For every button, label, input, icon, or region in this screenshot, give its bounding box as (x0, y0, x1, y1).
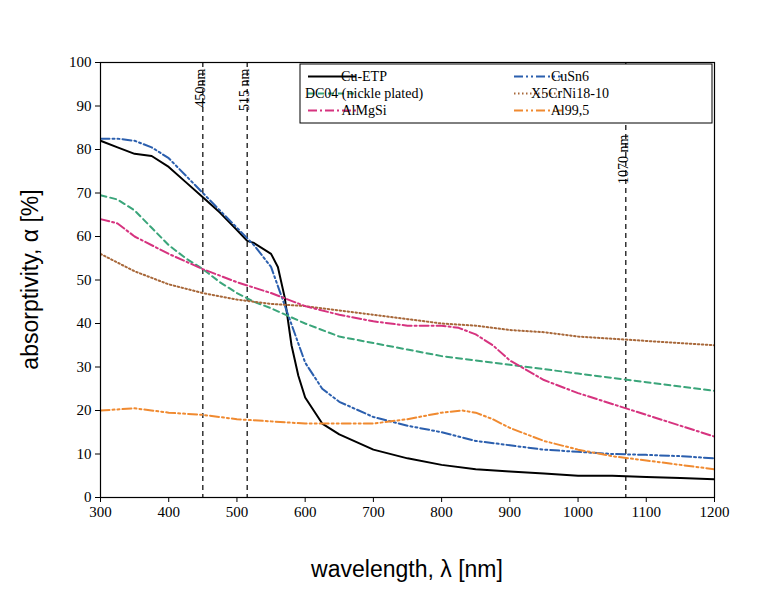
svg-text:1000: 1000 (563, 504, 593, 520)
svg-text:DC04 (nickle plated): DC04 (nickle plated) (305, 86, 424, 102)
svg-text:30: 30 (77, 359, 92, 375)
svg-text:Cu-ETP: Cu-ETP (341, 69, 387, 84)
svg-text:X5CrNi18-10: X5CrNi18-10 (531, 86, 609, 101)
svg-text:0: 0 (84, 489, 92, 505)
svg-text:70: 70 (77, 185, 92, 201)
svg-text:wavelength, λ [nm]: wavelength, λ [nm] (310, 556, 503, 582)
svg-text:1070 nm: 1070 nm (616, 134, 631, 184)
svg-text:80: 80 (77, 141, 92, 157)
svg-text:20: 20 (77, 402, 92, 418)
svg-text:600: 600 (294, 504, 317, 520)
svg-text:CuSn6: CuSn6 (551, 69, 589, 84)
svg-text:AlMgSi: AlMgSi (341, 103, 386, 118)
svg-text:60: 60 (77, 228, 92, 244)
svg-text:50: 50 (77, 272, 92, 288)
svg-text:800: 800 (430, 504, 453, 520)
svg-text:700: 700 (362, 504, 385, 520)
svg-text:40: 40 (77, 315, 92, 331)
svg-text:Al99,5: Al99,5 (551, 103, 590, 118)
svg-text:400: 400 (157, 504, 180, 520)
svg-text:515 nm: 515 nm (237, 68, 252, 111)
svg-text:450nm: 450nm (193, 68, 208, 107)
svg-text:500: 500 (226, 504, 249, 520)
svg-text:1200: 1200 (700, 504, 730, 520)
svg-text:900: 900 (499, 504, 522, 520)
svg-text:1100: 1100 (632, 504, 661, 520)
svg-text:90: 90 (77, 98, 92, 114)
svg-text:absorptivity, α [%]: absorptivity, α [%] (17, 189, 43, 369)
svg-text:10: 10 (77, 446, 92, 462)
svg-text:300: 300 (89, 504, 112, 520)
svg-text:100: 100 (69, 54, 92, 70)
